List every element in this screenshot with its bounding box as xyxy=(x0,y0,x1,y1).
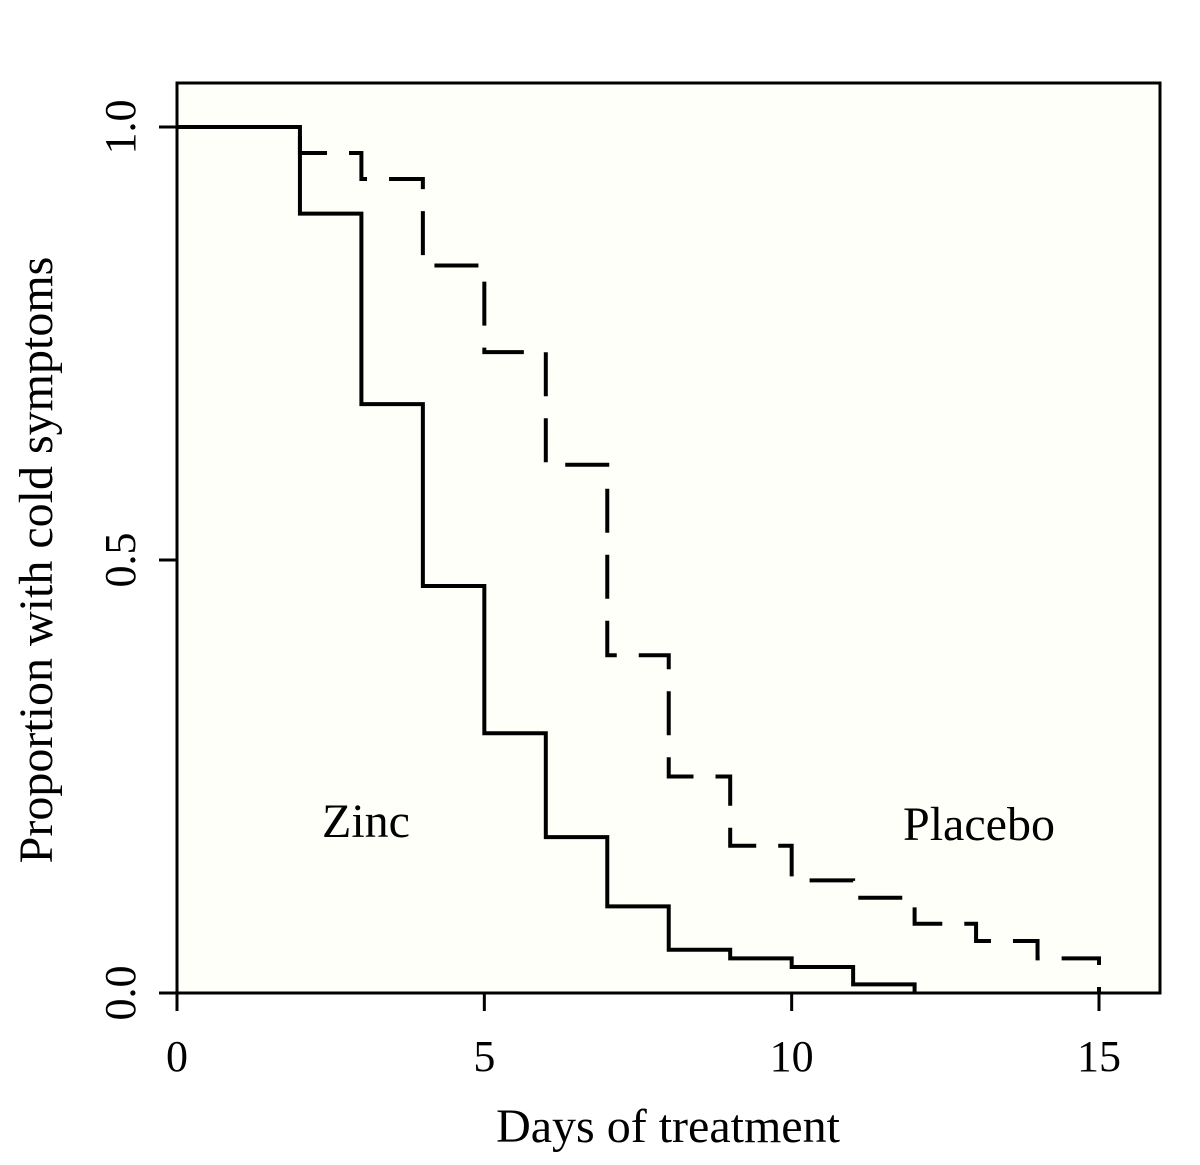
y-tick-label-1.0: 1.0 xyxy=(96,100,145,155)
y-axis-title: Proportion with cold symptoms xyxy=(10,257,63,864)
y-tick-label-0.5: 0.5 xyxy=(96,533,145,588)
x-tick-label-15: 15 xyxy=(1077,1032,1121,1081)
series-line-zinc xyxy=(177,125,917,993)
y-tick-label-0.0: 0.0 xyxy=(96,966,145,1021)
x-tick-label-0: 0 xyxy=(166,1032,188,1081)
y-axis: 0.0 0.5 1.0 xyxy=(96,100,177,1021)
plot-background xyxy=(177,83,1160,993)
plot-frame xyxy=(175,81,1162,995)
x-axis: 0 5 10 15 xyxy=(166,993,1121,1081)
x-tick-label-10: 10 xyxy=(770,1032,814,1081)
zinc-label: Zinc xyxy=(322,795,410,848)
x-axis-title: Days of treatment xyxy=(496,1100,841,1153)
placebo-label: Placebo xyxy=(903,798,1055,851)
x-tick-label-5: 5 xyxy=(473,1032,495,1081)
series-layer xyxy=(177,125,1101,993)
series-line-placebo xyxy=(177,125,1101,993)
